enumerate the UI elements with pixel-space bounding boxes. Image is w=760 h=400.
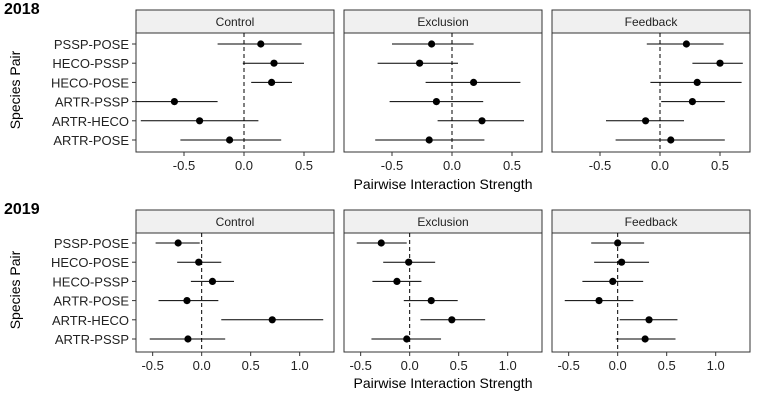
estimate-point-2019-feedback-pssp-pose [614,239,622,247]
x-tick-label-2019-control-2: 0.5 [242,358,260,373]
x-tick-label-2019-exclusion-0: -0.5 [349,358,371,373]
estimate-point-2019-exclusion-artr-heco [448,316,456,324]
x-tick-label-2018-feedback-2: 0.5 [711,158,729,173]
estimate-point-2019-exclusion-artr-pose [427,297,435,305]
estimate-point-2019-control-heco-pssp [208,277,217,285]
estimate-point-2018-feedback-artr-pose [667,136,675,144]
x-axis-title-bottom: Pairwise Interaction Strength [354,375,533,391]
estimate-point-2018-exclusion-artr-heco [478,117,486,125]
estimate-point-2019-feedback-artr-pose [595,297,603,305]
y-tick-label-2019-heco-pose: HECO-POSE [51,255,129,270]
x-tick-label-2018-exclusion-1: 0.0 [443,158,461,173]
estimate-point-2019-feedback-artr-heco [645,316,653,324]
estimate-point-2018-exclusion-pssp-pose [428,40,436,48]
facet-panel-2018-exclusion [343,32,543,153]
estimate-point-2018-feedback-pssp-pose [682,40,691,48]
x-tick-label-2019-exclusion-1: 0.0 [401,358,419,373]
facet-panel-2019-control [135,232,335,353]
x-tick-label-2018-control-2: 0.5 [295,158,313,173]
x-tick-label-2018-feedback-1: 0.0 [651,158,669,173]
y-tick-label-2018-artr-heco: ARTR-HECO [52,114,129,129]
x-tick-label-2019-feedback-3: 1.0 [707,358,725,373]
estimate-point-2018-feedback-heco-pose [693,78,701,86]
estimate-point-2018-feedback-artr-heco [642,117,650,125]
x-tick-label-2019-feedback-1: 0.0 [609,358,627,373]
facet-panel-2019-feedback [551,232,751,353]
x-tick-label-2018-exclusion-0: -0.5 [381,158,403,173]
facet-label-2019-exclusion: Exclusion [417,215,468,229]
estimate-point-2019-control-artr-heco [268,316,276,324]
facet-panel-2019-exclusion [343,232,543,353]
facet-label-2018-exclusion: Exclusion [417,15,468,29]
y-tick-label-2018-pssp-pose: PSSP-POSE [54,37,129,52]
x-tick-label-2019-feedback-0: -0.5 [557,358,579,373]
estimate-point-2019-feedback-heco-pose [617,258,626,266]
estimate-point-2019-control-artr-pose [183,297,191,305]
y-tick-label-2018-heco-pose: HECO-POSE [51,75,129,90]
y-tick-label-2019-artr-pose: ARTR-POSE [53,294,129,309]
estimate-point-2019-feedback-artr-pssp [641,335,649,343]
facet-label-2019-feedback: Feedback [625,215,679,229]
estimate-point-2019-exclusion-heco-pose [405,258,413,266]
y-tick-label-2019-artr-heco: ARTR-HECO [52,313,129,328]
y-tick-label-2019-artr-pssp: ARTR-PSSP [55,332,129,347]
x-tick-label-2018-control-0: -0.5 [173,158,195,173]
y-tick-label-2019-pssp-pose: PSSP-POSE [54,236,129,251]
estimate-point-2019-exclusion-heco-pssp [393,277,401,285]
estimate-point-2018-exclusion-heco-pssp [416,59,424,67]
estimate-point-2018-control-pssp-pose [257,40,265,48]
x-tick-label-2019-exclusion-2: 0.5 [450,358,468,373]
facet-panel-2018-control [135,32,335,153]
estimate-point-2019-control-pssp-pose [174,239,182,247]
estimate-point-2018-feedback-artr-pssp [688,98,697,106]
x-tick-label-2018-exclusion-2: 0.5 [503,158,521,173]
estimate-point-2018-control-heco-pose [268,78,276,86]
estimate-point-2018-feedback-heco-pssp [716,59,724,67]
estimate-point-2018-control-artr-pose [226,136,234,144]
x-tick-label-2018-control-1: 0.0 [235,158,253,173]
y-axis-title-bottom: Species Pair [7,250,23,329]
estimate-point-2018-exclusion-artr-pssp [432,98,440,106]
y-tick-label-2018-artr-pose: ARTR-POSE [53,133,129,148]
y-tick-label-2019-heco-pssp: HECO-PSSP [52,274,129,289]
estimate-point-2018-control-artr-pssp [170,98,178,106]
x-tick-label-2018-feedback-0: -0.5 [589,158,611,173]
estimate-point-2019-feedback-heco-pssp [609,277,617,285]
x-tick-label-2019-control-0: -0.5 [141,358,163,373]
facet-panel-2018-feedback [551,32,751,153]
facet-label-2019-control: Control [216,215,255,229]
x-tick-label-2019-control-3: 1.0 [291,358,309,373]
facet-label-2018-feedback: Feedback [625,15,679,29]
estimate-point-2018-exclusion-artr-pose [425,136,433,144]
year-title-2019: 2019 [4,201,40,218]
y-tick-label-2018-heco-pssp: HECO-PSSP [52,56,129,71]
estimate-point-2019-exclusion-artr-pssp [403,335,411,343]
x-axis-title-top: Pairwise Interaction Strength [354,176,533,192]
facet-label-2018-control: Control [216,15,255,29]
x-tick-label-2019-control-1: 0.0 [193,358,211,373]
estimate-point-2019-exclusion-pssp-pose [377,239,385,247]
estimate-point-2018-control-artr-heco [196,117,204,125]
estimate-point-2019-control-artr-pssp [184,335,192,343]
x-tick-label-2019-exclusion-3: 1.0 [499,358,517,373]
year-title-2018: 2018 [4,1,40,18]
y-axis-title-top: Species Pair [7,50,23,129]
y-tick-label-2018-artr-pssp: ARTR-PSSP [55,95,129,110]
estimate-point-2018-control-heco-pssp [270,59,278,67]
estimate-point-2018-exclusion-heco-pose [470,78,478,86]
estimate-point-2019-control-heco-pose [195,258,203,266]
x-tick-label-2019-feedback-2: 0.5 [658,358,676,373]
